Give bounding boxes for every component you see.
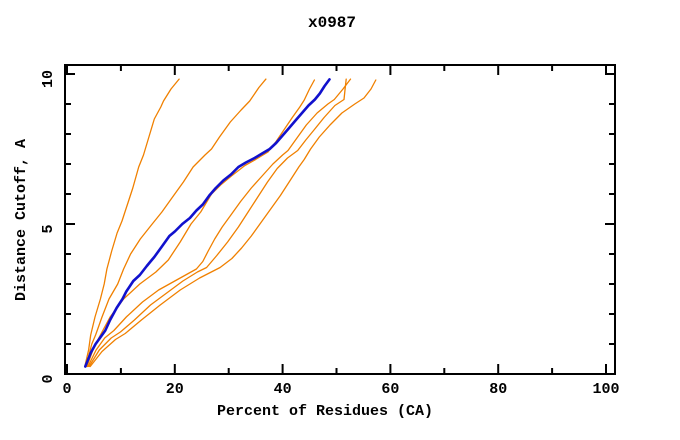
axis-ticks [65,65,615,375]
x-tick-label: 100 [592,381,619,398]
series-line-orange-5 [88,78,347,368]
series-line-orange-2 [85,78,267,368]
x-tick-label: 0 [62,381,71,398]
x-tick-label: 60 [381,381,399,398]
x-tick-label: 80 [489,381,507,398]
y-tick-label: 5 [40,224,57,233]
axis-tick-labels: 0 20 40 60 80 100 0 5 10 [40,70,620,398]
y-tick-label: 0 [40,374,57,383]
x-tick-label: 20 [166,381,184,398]
series-line-orange-1 [84,78,180,368]
y-axis-label: Distance Cutoff, A [13,139,30,301]
x-axis-label: Percent of Residues (CA) [217,403,433,420]
y-tick-label: 10 [40,70,57,88]
plot-frame [64,64,616,375]
plot-series [84,78,377,368]
series-line-blue-main [84,78,331,368]
x-tick-label: 40 [274,381,292,398]
series-line-orange-6 [89,79,377,368]
series-line-orange-4 [87,78,352,368]
chart-title: x0987 [308,14,356,32]
